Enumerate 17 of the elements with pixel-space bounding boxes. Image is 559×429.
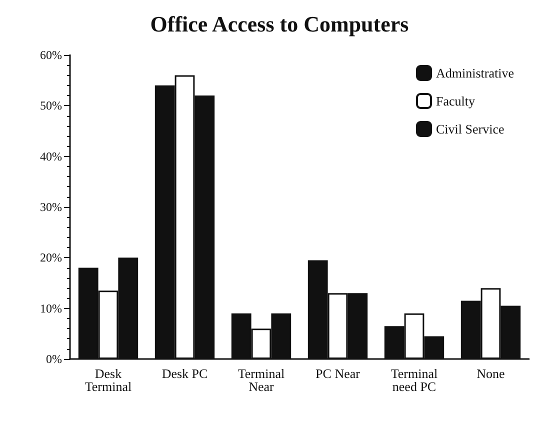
x-tick-label: PC Near <box>316 366 361 381</box>
chart-title: Office Access to Computers <box>150 12 410 36</box>
x-tick-label: Terminal Near <box>238 366 285 394</box>
y-tick-label: 30% <box>40 200 62 214</box>
y-tick-label: 10% <box>40 301 62 316</box>
y-tick-label: 60% <box>40 48 62 62</box>
x-tick-label: Desk PC <box>162 366 208 381</box>
x-tick-label: None <box>476 366 506 381</box>
y-tick-label: 50% <box>40 98 62 113</box>
x-tick-label: Terminal need PC <box>390 366 438 394</box>
legend-label: Civil Service <box>436 122 504 136</box>
legend-label: Administrative <box>436 66 514 80</box>
y-tick-label: 0% <box>46 352 62 366</box>
y-tick-label: 20% <box>40 250 62 265</box>
y-tick-label: 40% <box>40 149 62 164</box>
x-tick-label: Desk Terminal <box>84 366 132 394</box>
legend-label: Faculty <box>436 94 476 108</box>
